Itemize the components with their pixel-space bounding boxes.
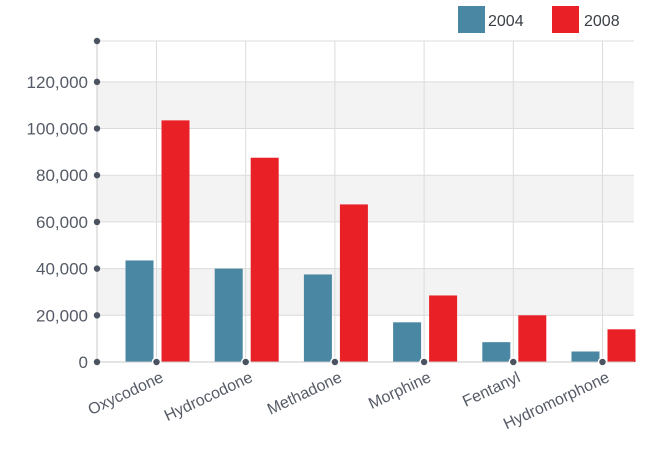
y-tick-marker bbox=[93, 78, 101, 86]
bar-2004-fentanyl[interactable] bbox=[482, 342, 511, 362]
legend-item-2004[interactable]: 2004 bbox=[458, 6, 524, 33]
y-tick-marker bbox=[93, 312, 101, 319]
y-tick-label: 100,000 bbox=[27, 120, 88, 139]
bars bbox=[125, 120, 636, 362]
y-tick-label: 40,000 bbox=[36, 260, 88, 279]
y-axis-ticks: 0 20,000 40,000 60,000 80,000 100,000 120,000 bbox=[27, 37, 101, 372]
bar-2008-morphine[interactable] bbox=[429, 295, 458, 362]
y-tick-marker bbox=[93, 125, 101, 132]
x-tick-label: Morphine bbox=[366, 369, 434, 413]
y-tick-marker bbox=[93, 358, 101, 366]
x-tick-label: Methadone bbox=[265, 369, 345, 418]
y-tick-marker bbox=[93, 265, 101, 272]
x-tick-label: Fentanyl bbox=[460, 369, 523, 410]
y-tick-marker bbox=[93, 172, 101, 179]
bar-2008-methadone[interactable] bbox=[339, 204, 368, 362]
x-tick-marker bbox=[240, 357, 251, 367]
bar-2004-oxycodone[interactable] bbox=[125, 260, 154, 362]
legend-swatch bbox=[458, 6, 485, 33]
legend-item-2008[interactable]: 2008 bbox=[552, 6, 620, 33]
bar-2008-hydromorphone[interactable] bbox=[607, 329, 636, 362]
legend-label: 2008 bbox=[584, 13, 620, 30]
bar-2008-hydrocodone[interactable] bbox=[250, 157, 279, 362]
legend-swatch bbox=[552, 6, 579, 33]
x-tick-label: Oxycodone bbox=[86, 369, 167, 419]
bar-2004-hydromorphone[interactable] bbox=[571, 351, 600, 362]
bar-2008-fentanyl[interactable] bbox=[518, 315, 547, 362]
y-tick-label: 80,000 bbox=[36, 166, 88, 185]
x-tick-marker bbox=[330, 357, 340, 367]
y-tick-marker bbox=[93, 37, 101, 45]
y-tick-label: 120,000 bbox=[27, 73, 88, 92]
bar-2004-hydrocodone[interactable] bbox=[214, 268, 243, 362]
legend-label: 2004 bbox=[488, 13, 524, 30]
bar-2008-oxycodone[interactable] bbox=[161, 120, 190, 362]
axes bbox=[96, 41, 634, 363]
y-tick-label: 20,000 bbox=[36, 306, 88, 325]
y-tick-label: 60,000 bbox=[36, 213, 88, 232]
x-tick-marker bbox=[419, 357, 429, 367]
x-tick-marker bbox=[151, 357, 162, 367]
x-tick-label: Hydrocodone bbox=[162, 369, 256, 425]
y-tick-marker bbox=[93, 218, 101, 226]
vertical-gridlines bbox=[156, 41, 603, 362]
bar-2004-methadone[interactable] bbox=[303, 274, 332, 362]
y-tick-label: 0 bbox=[79, 353, 88, 372]
x-tick-marker bbox=[597, 357, 608, 367]
bar-2004-morphine[interactable] bbox=[393, 322, 422, 362]
x-tick-marker bbox=[508, 357, 519, 367]
legend: 2004 2008 bbox=[458, 6, 620, 33]
